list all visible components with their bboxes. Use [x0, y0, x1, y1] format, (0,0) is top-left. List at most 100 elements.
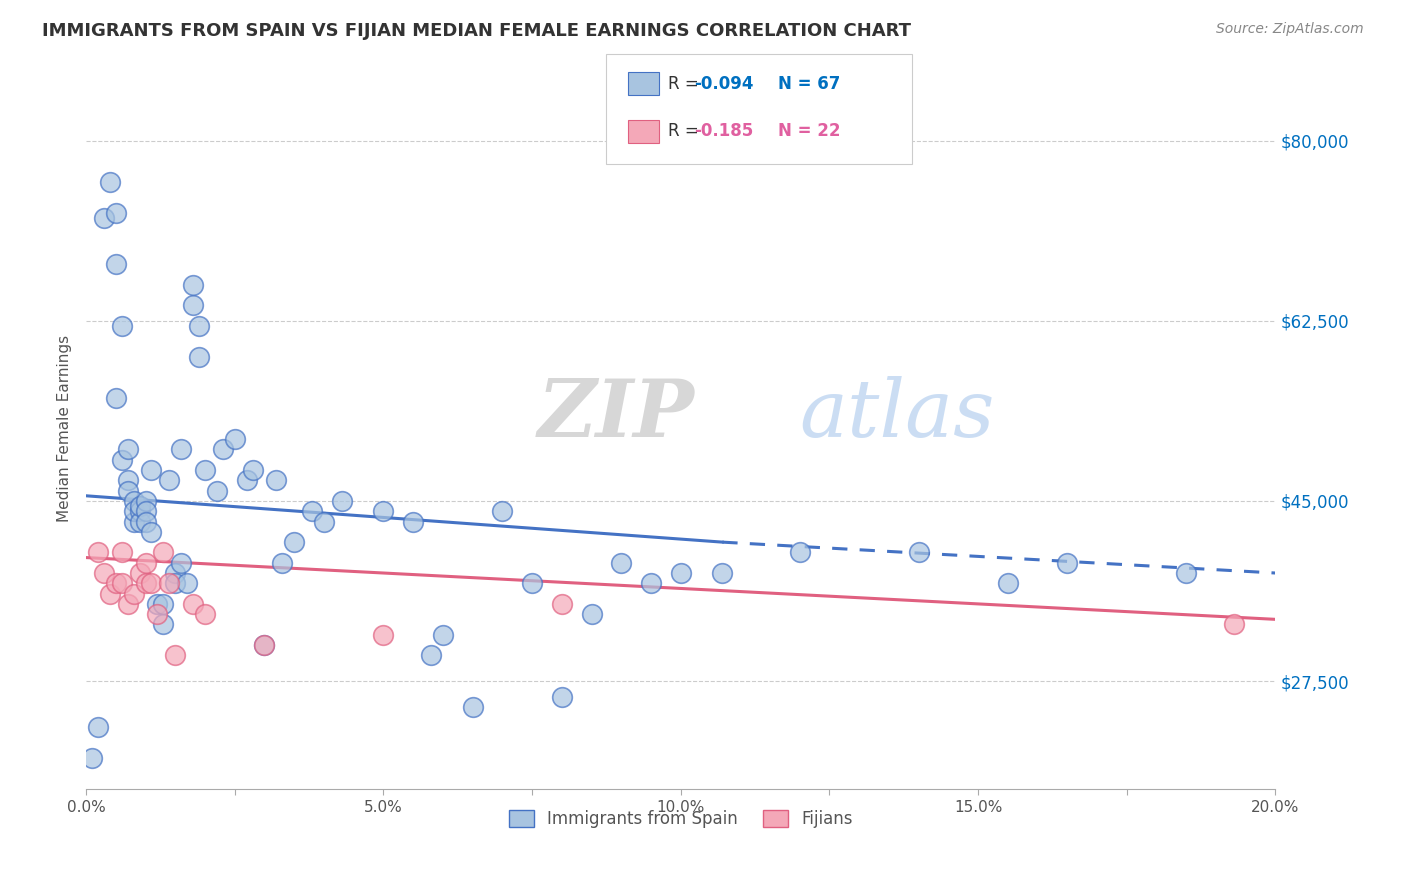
Point: [188, 318, 211, 333]
Point: [312, 515, 335, 529]
Point: [224, 432, 246, 446]
Point: [461, 699, 484, 714]
Point: [242, 463, 264, 477]
Point: [330, 494, 353, 508]
Point: [87, 721, 110, 735]
Point: [152, 545, 174, 559]
Point: [640, 576, 662, 591]
Text: IMMIGRANTS FROM SPAIN VS FIJIAN MEDIAN FEMALE EARNINGS CORRELATION CHART: IMMIGRANTS FROM SPAIN VS FIJIAN MEDIAN F…: [42, 22, 911, 40]
Point: [581, 607, 603, 622]
Point: [157, 474, 180, 488]
Point: [711, 566, 734, 580]
Point: [93, 211, 115, 225]
Point: [181, 597, 204, 611]
Point: [104, 391, 127, 405]
Point: [301, 504, 323, 518]
Point: [420, 648, 443, 663]
Point: [135, 556, 157, 570]
Text: -0.094: -0.094: [695, 75, 754, 93]
Text: ZIP: ZIP: [538, 376, 695, 453]
Point: [669, 566, 692, 580]
Point: [165, 576, 187, 591]
Point: [997, 576, 1019, 591]
Point: [373, 504, 395, 518]
Point: [165, 648, 187, 663]
Point: [141, 576, 163, 591]
Point: [188, 350, 211, 364]
Point: [432, 628, 454, 642]
Point: [194, 463, 217, 477]
Text: R =: R =: [668, 75, 704, 93]
Point: [1222, 617, 1244, 632]
Text: N = 22: N = 22: [778, 122, 839, 140]
Point: [93, 566, 115, 580]
Point: [111, 545, 134, 559]
Point: [141, 463, 163, 477]
Point: [135, 515, 157, 529]
Point: [122, 494, 145, 508]
Point: [111, 318, 134, 333]
Text: atlas: atlas: [800, 376, 995, 453]
Point: [253, 638, 276, 652]
Point: [80, 751, 103, 765]
Point: [117, 442, 139, 457]
Point: [117, 483, 139, 498]
Text: N = 67: N = 67: [778, 75, 839, 93]
Point: [283, 535, 305, 549]
Point: [610, 556, 633, 570]
Point: [117, 597, 139, 611]
Point: [266, 474, 288, 488]
Point: [152, 597, 174, 611]
Point: [181, 298, 204, 312]
Point: [135, 504, 157, 518]
Point: [135, 494, 157, 508]
Point: [271, 556, 294, 570]
Point: [520, 576, 543, 591]
Point: [111, 576, 134, 591]
Point: [128, 499, 150, 513]
Text: Source: ZipAtlas.com: Source: ZipAtlas.com: [1216, 22, 1364, 37]
Point: [122, 504, 145, 518]
Point: [135, 576, 157, 591]
Point: [165, 566, 187, 580]
Point: [152, 617, 174, 632]
Point: [87, 545, 110, 559]
Point: [176, 576, 198, 591]
Point: [170, 556, 193, 570]
Point: [402, 515, 425, 529]
Point: [211, 442, 233, 457]
Point: [789, 545, 811, 559]
Point: [1056, 556, 1078, 570]
Legend: Immigrants from Spain, Fijians: Immigrants from Spain, Fijians: [502, 804, 859, 835]
Point: [98, 175, 121, 189]
Point: [122, 515, 145, 529]
Point: [128, 515, 150, 529]
Point: [104, 205, 127, 219]
Point: [1175, 566, 1198, 580]
Point: [122, 586, 145, 600]
Point: [491, 504, 513, 518]
Point: [235, 474, 257, 488]
Point: [98, 586, 121, 600]
Point: [205, 483, 228, 498]
Point: [253, 638, 276, 652]
Point: [104, 257, 127, 271]
Point: [141, 524, 163, 539]
Point: [117, 474, 139, 488]
Point: [181, 277, 204, 292]
Point: [128, 566, 150, 580]
Point: [146, 597, 169, 611]
Point: [551, 597, 574, 611]
Point: [194, 607, 217, 622]
Text: -0.185: -0.185: [695, 122, 754, 140]
Point: [128, 504, 150, 518]
Y-axis label: Median Female Earnings: Median Female Earnings: [58, 335, 72, 523]
Point: [104, 576, 127, 591]
Point: [146, 607, 169, 622]
Point: [157, 576, 180, 591]
Point: [170, 442, 193, 457]
Text: R =: R =: [668, 122, 704, 140]
Point: [551, 690, 574, 704]
Point: [111, 452, 134, 467]
Point: [907, 545, 929, 559]
